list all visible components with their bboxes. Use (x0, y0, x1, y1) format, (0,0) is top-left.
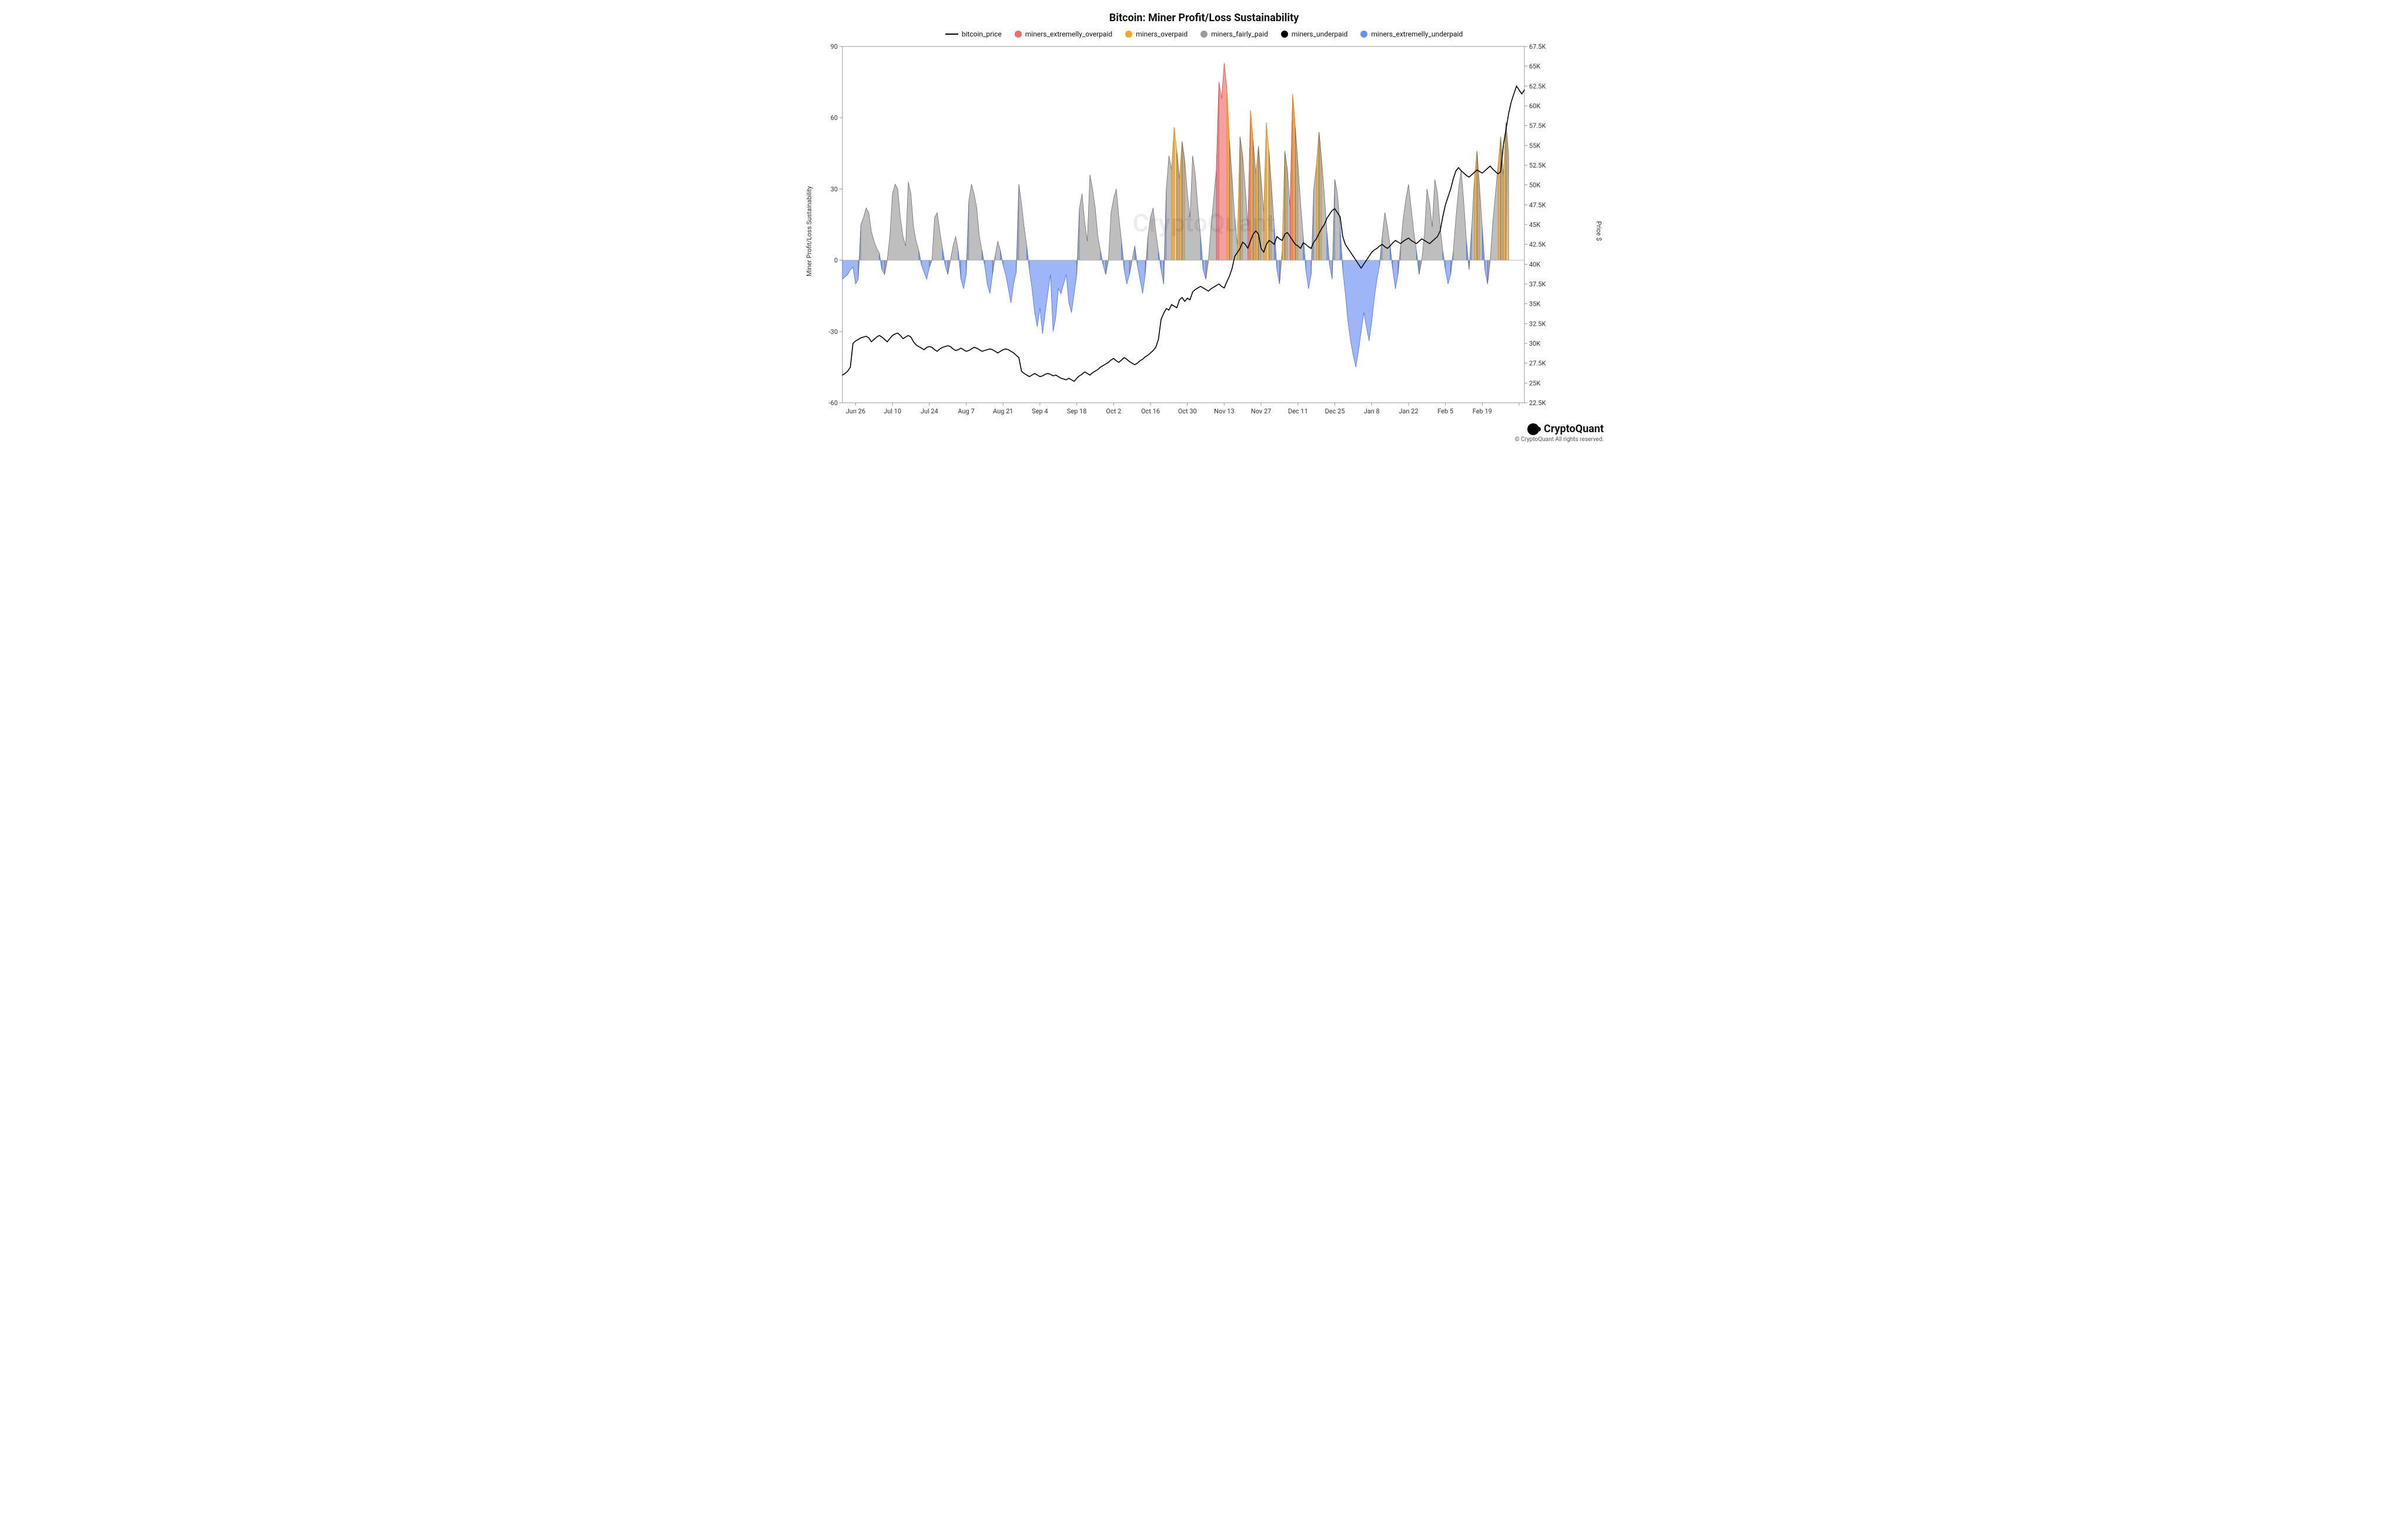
y-right-label: Price $ (1594, 43, 1604, 419)
svg-text:Oct 16: Oct 16 (1141, 407, 1160, 415)
svg-text:27.5K: 27.5K (1529, 360, 1546, 367)
svg-text:40K: 40K (1529, 260, 1540, 268)
svg-text:52.5K: 52.5K (1529, 162, 1546, 169)
svg-text:Jul 10: Jul 10 (884, 407, 901, 415)
legend-swatch (1200, 31, 1208, 38)
svg-text:47.5K: 47.5K (1529, 201, 1546, 209)
svg-text:55K: 55K (1529, 142, 1540, 149)
svg-text:Jun 26: Jun 26 (846, 407, 865, 415)
svg-text:32.5K: 32.5K (1529, 320, 1546, 328)
svg-text:Aug 7: Aug 7 (958, 407, 974, 415)
plot-area: -60 -30 0 30 60 90 22.5K 25K 27.5K 30K 32.5K 35K 37.… (814, 43, 1594, 419)
svg-text:45K: 45K (1529, 221, 1540, 229)
brand-logo-icon (1527, 423, 1539, 435)
svg-text:30K: 30K (1529, 340, 1540, 347)
brand-name: CryptoQuant (1544, 423, 1604, 435)
svg-text:35K: 35K (1529, 300, 1540, 308)
legend-label: miners_fairly_paid (1211, 30, 1268, 38)
svg-text:Oct 30: Oct 30 (1178, 407, 1197, 415)
svg-text:Sep 4: Sep 4 (1032, 407, 1048, 415)
legend-swatch (1125, 31, 1132, 38)
legend-label: miners_extremelly_overpaid (1025, 30, 1112, 38)
legend-swatch (1281, 31, 1288, 38)
svg-text:Aug 21: Aug 21 (993, 407, 1013, 415)
brand-row: CryptoQuant (804, 423, 1604, 435)
svg-text:60: 60 (831, 114, 838, 122)
legend-label: bitcoin_price (962, 30, 1002, 38)
svg-text:Jan 22: Jan 22 (1399, 407, 1418, 415)
legend-item-bitcoin_price: bitcoin_price (945, 30, 1002, 38)
legend-item-miners_underpaid: miners_underpaid (1281, 30, 1348, 38)
svg-text:37.5K: 37.5K (1529, 280, 1546, 288)
legend-swatch (1015, 31, 1022, 38)
svg-text:50K: 50K (1529, 182, 1540, 189)
svg-text:Nov 13: Nov 13 (1214, 407, 1234, 415)
svg-text:Sep 18: Sep 18 (1067, 407, 1087, 415)
svg-text:62.5K: 62.5K (1529, 82, 1546, 90)
copyright-text: © CryptoQuant All rights reserved. (804, 436, 1604, 443)
svg-text:Feb 5: Feb 5 (1437, 407, 1453, 415)
legend-swatch (945, 34, 958, 35)
svg-text:-30: -30 (829, 328, 838, 336)
legend-swatch (1360, 31, 1367, 38)
legend-label: miners_overpaid (1136, 30, 1188, 38)
svg-text:Dec 11: Dec 11 (1288, 407, 1308, 415)
svg-text:42.5K: 42.5K (1529, 241, 1546, 249)
svg-text:Nov 27: Nov 27 (1251, 407, 1271, 415)
y-left-label: Miner Profit/Loss Sustainability (804, 43, 814, 419)
svg-text:Oct 2: Oct 2 (1106, 407, 1121, 415)
svg-text:60K: 60K (1529, 102, 1540, 110)
legend-label: miners_extremelly_underpaid (1371, 30, 1463, 38)
svg-text:90: 90 (831, 43, 838, 51)
svg-text:Feb 19: Feb 19 (1473, 407, 1492, 415)
legend-item-miners_fairly_paid: miners_fairly_paid (1200, 30, 1268, 38)
legend-label: miners_underpaid (1292, 30, 1348, 38)
svg-text:65K: 65K (1529, 63, 1540, 71)
svg-text:Jul 24: Jul 24 (921, 407, 938, 415)
legend: bitcoin_price miners_extremelly_overpaid m… (804, 30, 1604, 38)
legend-item-miners_extremelly_underpaid: miners_extremelly_underpaid (1360, 30, 1463, 38)
svg-text:57.5K: 57.5K (1529, 122, 1546, 130)
svg-text:25K: 25K (1529, 379, 1540, 387)
svg-text:Jan 8: Jan 8 (1364, 407, 1380, 415)
svg-text:30: 30 (831, 185, 838, 193)
chart-title: Bitcoin: Miner Profit/Loss Sustainabilit… (804, 12, 1604, 24)
legend-item-miners_overpaid: miners_overpaid (1125, 30, 1188, 38)
legend-item-miners_extremelly_overpaid: miners_extremelly_overpaid (1015, 30, 1112, 38)
svg-text:22.5K: 22.5K (1529, 399, 1546, 407)
svg-text:Dec 25: Dec 25 (1325, 407, 1345, 415)
svg-text:-60: -60 (829, 399, 838, 407)
svg-text:0: 0 (834, 257, 838, 265)
svg-text:67.5K: 67.5K (1529, 43, 1546, 51)
